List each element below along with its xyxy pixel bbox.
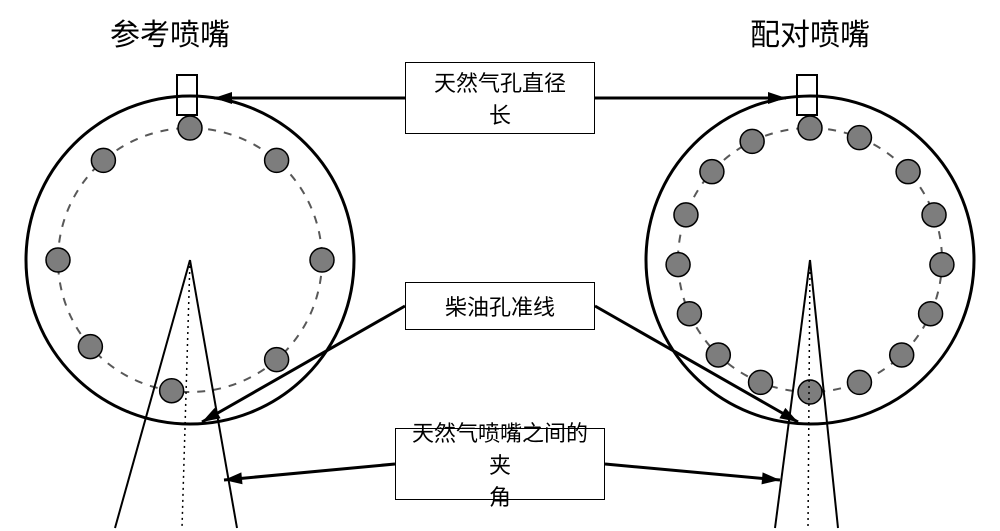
diagram-svg: [0, 0, 1000, 531]
